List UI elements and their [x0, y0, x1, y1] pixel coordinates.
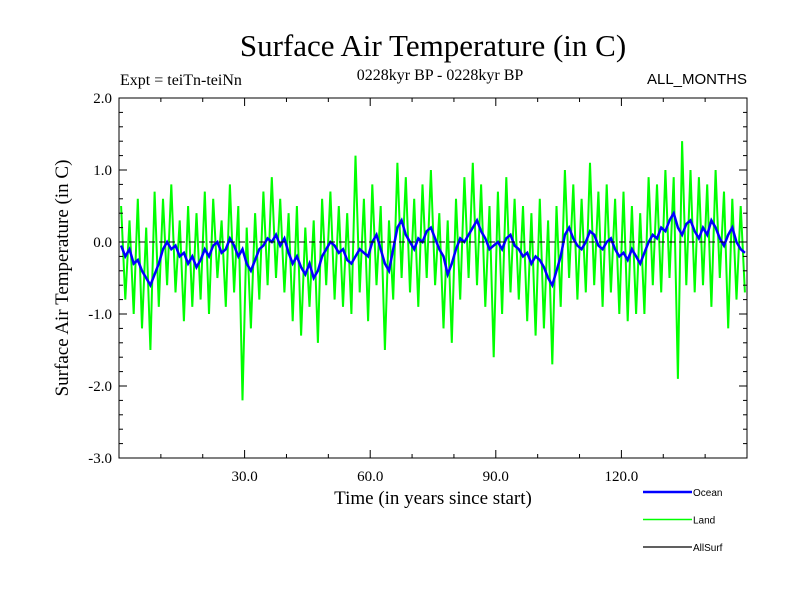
chart-title: Surface Air Temperature (in C) — [240, 28, 626, 63]
subtitle-period: 0228kyr BP - 0228kyr BP — [357, 67, 524, 84]
y-tick-label: 0.0 — [93, 235, 112, 251]
legend-label-land: Land — [693, 516, 715, 527]
series-ocean-line — [119, 210, 746, 289]
y-tick-label: 1.0 — [93, 163, 112, 179]
y-tick-label: -1.0 — [88, 307, 112, 323]
legend: Ocean Land AllSurf — [643, 488, 723, 554]
plot-area — [118, 97, 748, 459]
plot-frame — [118, 97, 748, 459]
legend-label-ocean: Ocean — [693, 488, 722, 499]
y-tick-label: 2.0 — [93, 91, 112, 107]
x-tick-label: 30.0 — [231, 469, 257, 485]
legend-label-allsurf: AllSurf — [693, 543, 723, 554]
axis-ticks: 2.0 1.0 0.0 -1.0 -2.0 -3.0 30.0 60.0 90.0 120.0 — [88, 91, 747, 485]
subtitle-months: ALL_MONTHS — [647, 71, 747, 88]
y-tick-label: -3.0 — [88, 451, 112, 467]
series-land-line — [120, 141, 746, 401]
x-axis-label: Time (in years since start) — [334, 488, 532, 509]
x-tick-label: 60.0 — [357, 469, 383, 485]
y-axis-label: Surface Air Temperature (in C) — [52, 160, 73, 397]
x-tick-label: 120.0 — [605, 469, 639, 485]
y-tick-label: -2.0 — [88, 379, 112, 395]
x-tick-label: 90.0 — [483, 469, 509, 485]
subtitle-expt: Expt = teiTn-teiNn — [120, 72, 242, 89]
